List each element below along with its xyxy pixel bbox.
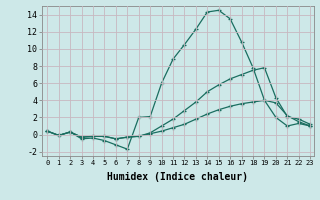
X-axis label: Humidex (Indice chaleur): Humidex (Indice chaleur) (107, 172, 248, 182)
